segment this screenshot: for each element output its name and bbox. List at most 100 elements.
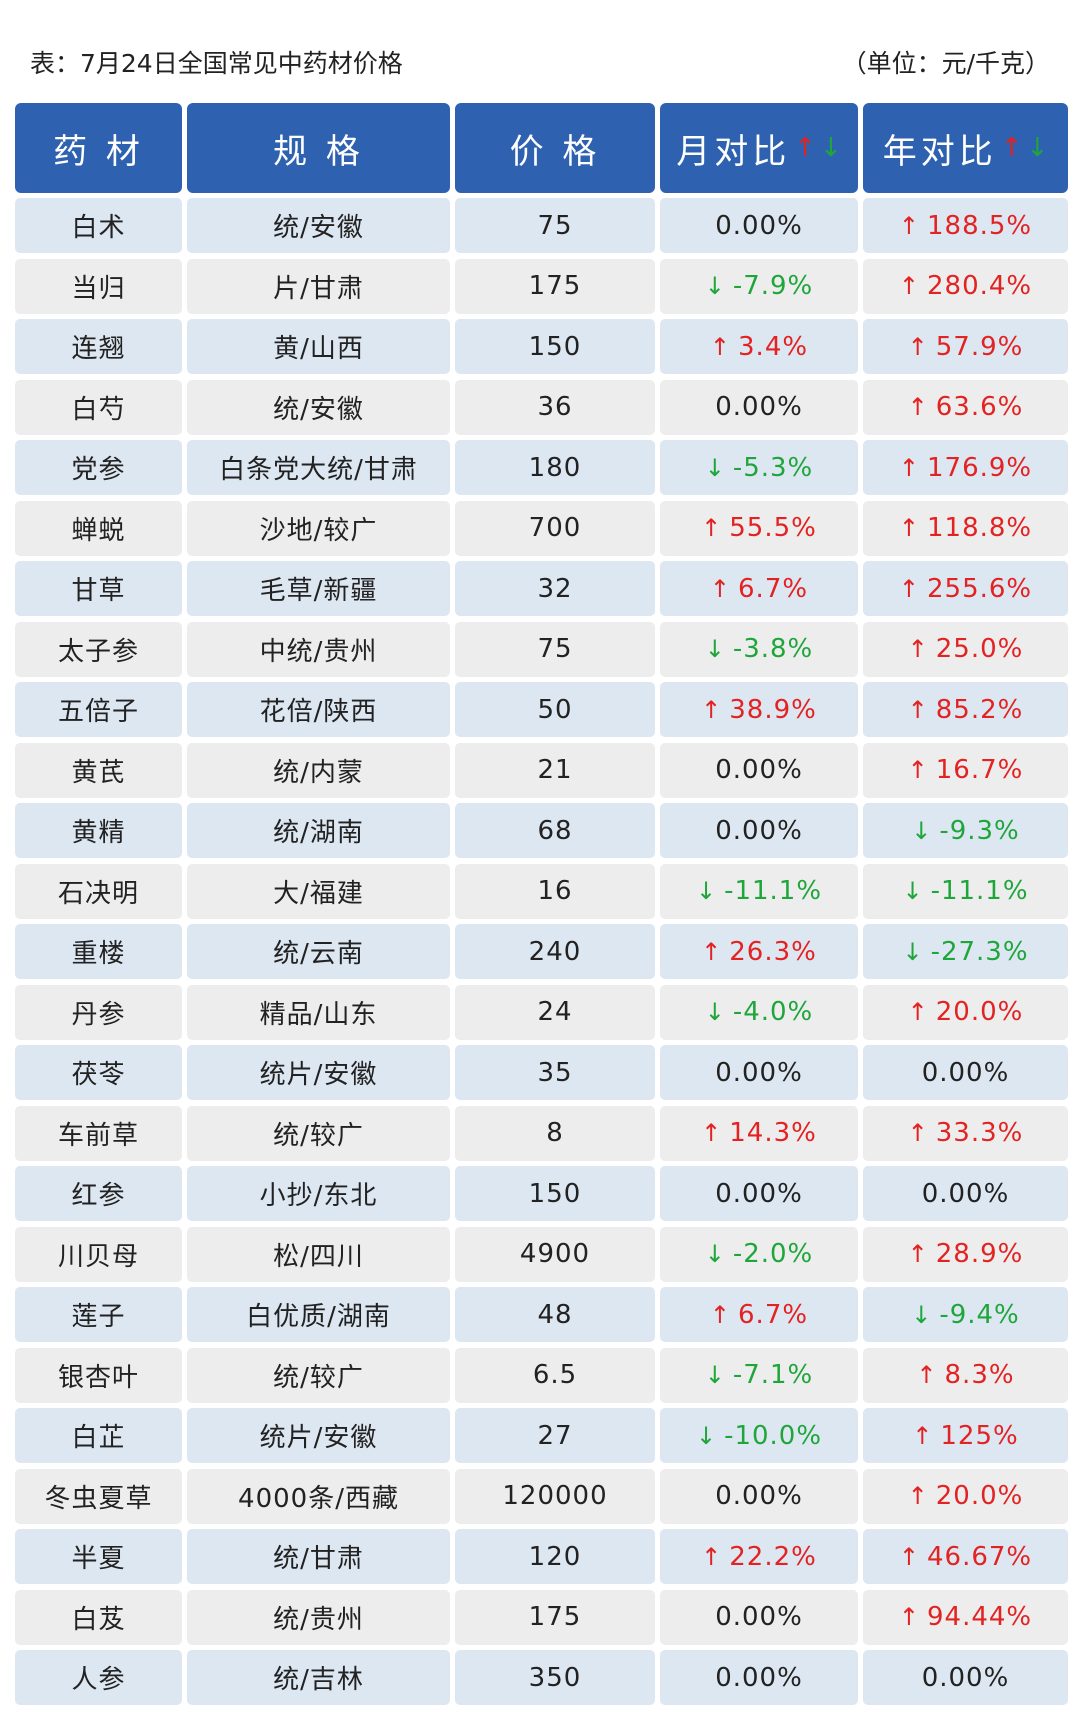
mom-value: 0.00% xyxy=(715,1057,803,1088)
unit-note: （单位：元/千克） xyxy=(841,49,1050,78)
down-arrow-icon: ↓ xyxy=(902,937,923,966)
price-cell: 68 xyxy=(455,803,655,858)
spec-value: 统/云南 xyxy=(273,939,364,969)
price-cell: 180 xyxy=(455,440,655,495)
down-arrow-icon: ↓ xyxy=(704,272,725,300)
mom-value: 0.00% xyxy=(715,1662,803,1693)
price-cell: 21 xyxy=(455,742,655,798)
yoy-value: 46.67% xyxy=(926,1541,1033,1572)
herb-value: 重楼 xyxy=(71,939,126,969)
price-value: 68 xyxy=(537,815,573,846)
spec-cell: 统/安徽 xyxy=(187,198,450,253)
herb-value: 茯苓 xyxy=(71,1060,126,1090)
yoy-change-cell: ↑ 33.3% xyxy=(863,1105,1068,1161)
herb-name-cell: 红参 xyxy=(15,1166,182,1221)
herb-value: 半夏 xyxy=(71,1544,126,1574)
mom-value: 55.5% xyxy=(729,513,817,543)
price-value: 75 xyxy=(537,210,573,241)
yoy-change-cell: ↑ 25.0% xyxy=(863,621,1068,677)
yoy-value: 57.9% xyxy=(935,331,1024,362)
herb-name-cell: 连翘 xyxy=(15,319,182,374)
spec-value: 统/较广 xyxy=(273,1120,364,1151)
mom-change-cell: ↓ -5.3% xyxy=(660,440,858,495)
spec-cell: 松/四川 xyxy=(187,1226,450,1282)
table-row: 白芍 统/安徽 36 0.00% ↑ 63.6% xyxy=(15,379,1068,435)
table-row: 半夏 统/甘肃 120 ↑ 22.2% ↑ 46.67% xyxy=(15,1529,1068,1584)
spec-value: 统/安徽 xyxy=(273,213,364,243)
mom-change-cell: ↓ -3.8% xyxy=(660,621,858,677)
mom-change-cell: 0.00% xyxy=(660,742,858,798)
mom-value: 6.7% xyxy=(738,1299,809,1330)
mom-change-cell: ↑ 14.3% xyxy=(660,1105,858,1161)
yoy-change-cell: 0.00% xyxy=(863,1650,1068,1705)
mom-value: -11.1% xyxy=(724,876,823,906)
table-row: 甘草 毛草/新疆 32 ↑ 6.7% ↑ 255.6% xyxy=(15,561,1068,616)
down-arrow-icon: ↓ xyxy=(704,453,725,482)
price-value: 24 xyxy=(537,997,573,1027)
up-arrow-icon: ↑ xyxy=(701,1119,722,1147)
up-arrow-icon: ↑ xyxy=(701,1542,722,1571)
yoy-change-cell: ↑ 57.9% xyxy=(863,319,1068,374)
table-row: 冬虫夏草 4000条/西藏 120000 0.00% ↑ 20.0% xyxy=(15,1468,1068,1524)
up-arrow-icon: ↑ xyxy=(907,695,928,724)
header-mom-label: 月对比 xyxy=(676,131,791,172)
price-value: 36 xyxy=(537,392,573,422)
price-cell: 50 xyxy=(455,682,655,737)
mom-value: 6.7% xyxy=(738,573,809,604)
table-row: 莲子 白优质/湖南 48 ↑ 6.7% ↓ -9.4% xyxy=(15,1287,1068,1342)
header-spec: 规 格 xyxy=(187,103,450,193)
up-arrow-icon: ↑ xyxy=(709,574,731,603)
price-cell: 4900 xyxy=(455,1226,655,1282)
yoy-value: 33.3% xyxy=(935,1118,1024,1148)
herb-value: 甘草 xyxy=(71,576,126,606)
table-row: 白术 统/安徽 75 0.00% ↑ 188.5% xyxy=(15,198,1068,253)
herb-value: 石决明 xyxy=(57,878,139,909)
yoy-value: 28.9% xyxy=(935,1239,1024,1269)
up-arrow-icon: ↑ xyxy=(907,393,928,421)
mom-change-cell: ↓ -2.0% xyxy=(660,1226,858,1282)
spec-cell: 白优质/湖南 xyxy=(187,1287,450,1342)
yoy-change-cell: ↑ 118.8% xyxy=(863,500,1068,556)
table-row: 党参 白条党大统/甘肃 180 ↓ -5.3% ↑ 176.9% xyxy=(15,440,1068,495)
yoy-change-cell: ↓ -9.4% xyxy=(863,1287,1068,1342)
up-arrow-icon: ↑ xyxy=(907,1482,928,1510)
table-row: 石决明 大/福建 16 ↓ -11.1% ↓ -11.1% xyxy=(15,863,1068,919)
yoy-change-cell: ↑ 176.9% xyxy=(863,440,1068,495)
up-arrow-icon: ↑ xyxy=(916,1361,937,1389)
herb-name-cell: 石决明 xyxy=(15,863,182,919)
spec-value: 统/甘肃 xyxy=(273,1544,364,1574)
price-value: 27 xyxy=(537,1420,573,1451)
mom-value: 0.00% xyxy=(715,1602,803,1632)
up-arrow-icon: ↑ xyxy=(898,1603,919,1631)
price-value: 180 xyxy=(528,452,582,483)
spec-value: 黄/山西 xyxy=(273,334,364,364)
table-row: 红参 小抄/东北 150 0.00% 0.00% xyxy=(15,1166,1068,1221)
price-cell: 27 xyxy=(455,1408,655,1463)
spec-cell: 统/湖南 xyxy=(187,803,450,858)
up-arrow-icon: ↑ xyxy=(907,635,928,663)
header-price: 价 格 xyxy=(455,103,655,193)
yoy-change-cell: ↑ 28.9% xyxy=(863,1226,1068,1282)
mom-value: -7.1% xyxy=(732,1360,814,1390)
yoy-value: 94.44% xyxy=(926,1602,1033,1632)
up-arrow-icon: ↑ xyxy=(898,1542,919,1571)
yoy-value: 188.5% xyxy=(926,210,1033,241)
mom-change-cell: ↓ -7.9% xyxy=(660,258,858,314)
yoy-value: -9.3% xyxy=(939,815,1020,846)
yoy-value: 20.0% xyxy=(935,1481,1024,1511)
down-arrow-icon: ↓ xyxy=(704,635,725,663)
up-arrow-icon: ↑ xyxy=(907,756,928,784)
spec-value: 片/甘肃 xyxy=(273,273,364,304)
table-row: 五倍子 花倍/陕西 50 ↑ 38.9% ↑ 85.2% xyxy=(15,682,1068,737)
table-row: 白芨 统/贵州 175 0.00% ↑ 94.44% xyxy=(15,1589,1068,1645)
down-arrow-icon: ↓ xyxy=(704,998,725,1026)
herb-value: 党参 xyxy=(71,455,126,485)
up-arrow-icon: ↑ xyxy=(701,937,722,966)
table-row: 太子参 中统/贵州 75 ↓ -3.8% ↑ 25.0% xyxy=(15,621,1068,677)
up-arrow-icon: ↑ xyxy=(898,574,919,603)
yoy-value: -11.1% xyxy=(930,876,1029,906)
table-row: 银杏叶 统/较广 6.5 ↓ -7.1% ↑ 8.3% xyxy=(15,1347,1068,1403)
mom-change-cell: ↑ 3.4% xyxy=(660,319,858,374)
mom-change-cell: 0.00% xyxy=(660,1045,858,1100)
down-arrow-icon: ↓ xyxy=(1026,133,1049,163)
